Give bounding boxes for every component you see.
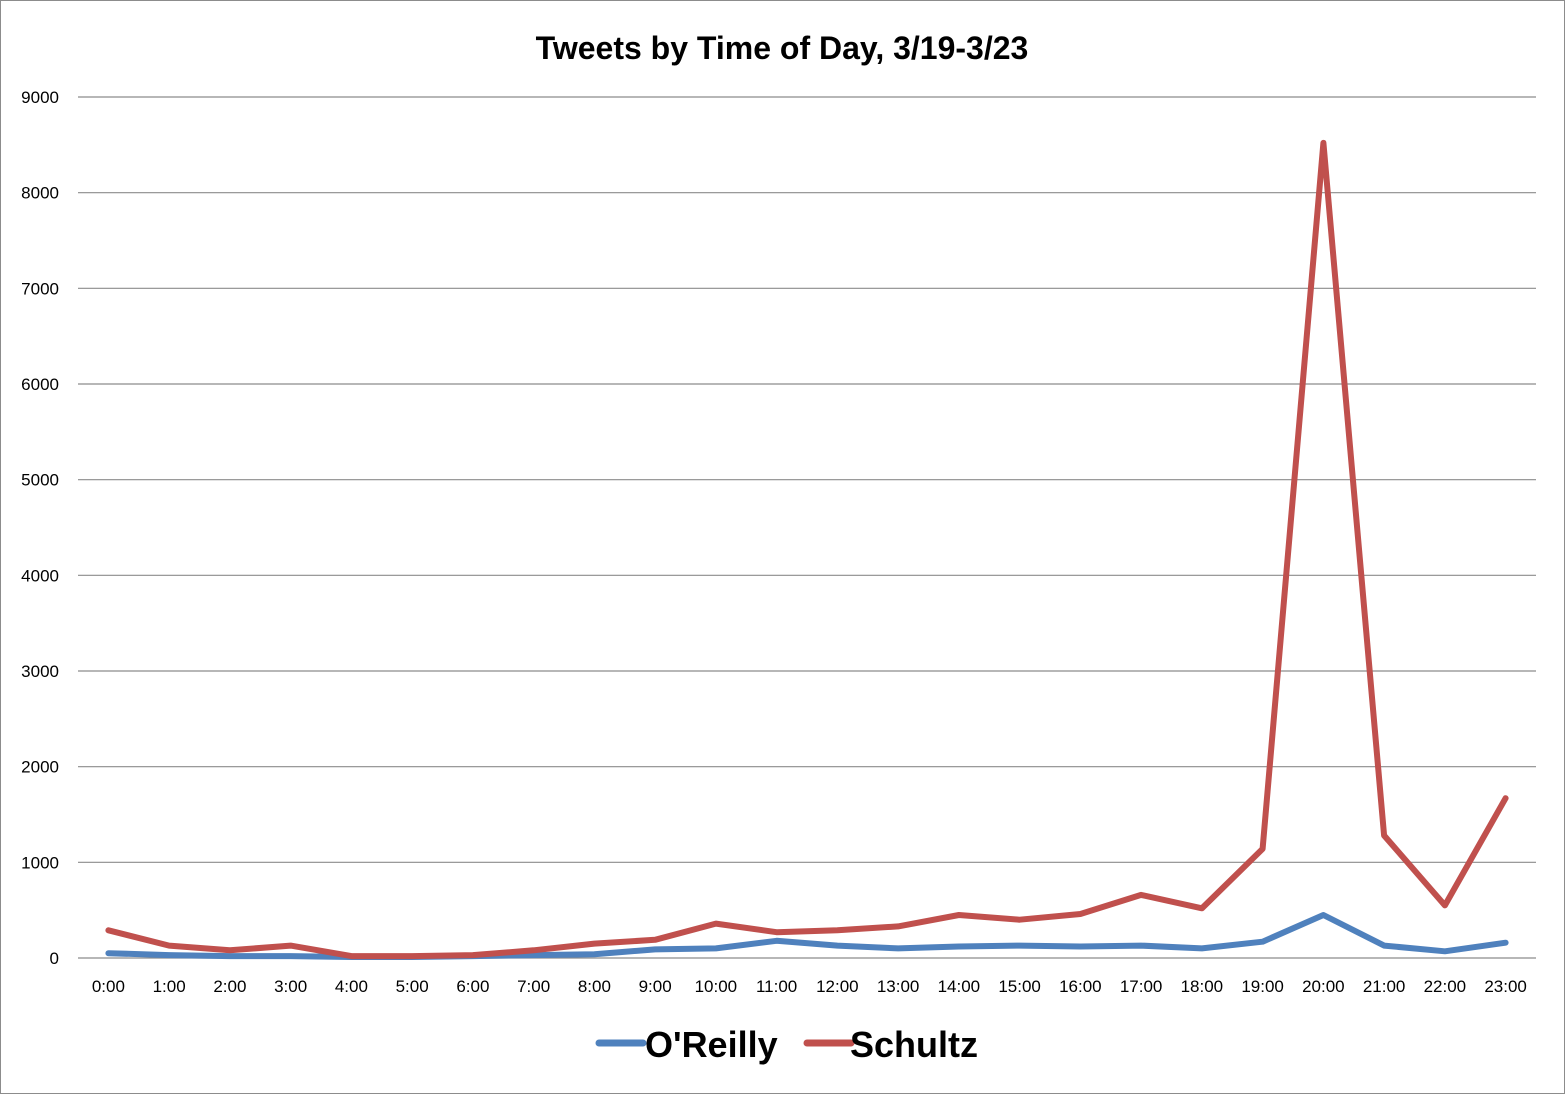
x-tick-label: 12:00 <box>816 977 859 996</box>
x-tick-label: 17:00 <box>1120 977 1163 996</box>
y-tick-label: 0 <box>50 949 59 968</box>
x-tick-label: 8:00 <box>578 977 611 996</box>
y-tick-label: 3000 <box>21 662 59 681</box>
x-tick-label: 19:00 <box>1241 977 1284 996</box>
legend-label: O'Reilly <box>645 1024 778 1065</box>
legend: O'Reilly Schultz <box>595 1024 978 1065</box>
x-tick-label: 6:00 <box>456 977 489 996</box>
y-tick-label: 7000 <box>21 279 59 298</box>
x-tick-label: 4:00 <box>335 977 368 996</box>
y-tick-label: 2000 <box>21 758 59 777</box>
y-tick-label: 8000 <box>21 184 59 203</box>
x-tick-label: 0:00 <box>92 977 125 996</box>
x-tick-label: 11:00 <box>756 977 797 996</box>
x-tick-label: 20:00 <box>1302 977 1345 996</box>
x-tick-label: 22:00 <box>1424 977 1467 996</box>
y-tick-label: 5000 <box>21 471 59 490</box>
x-tick-label: 3:00 <box>274 977 307 996</box>
x-tick-label: 14:00 <box>938 977 981 996</box>
x-tick-label: 18:00 <box>1181 977 1224 996</box>
x-tick-label: 7:00 <box>517 977 550 996</box>
y-tick-label: 1000 <box>21 853 59 872</box>
chart-title: Tweets by Time of Day, 3/19-3/23 <box>536 30 1029 66</box>
x-tick-label: 15:00 <box>998 977 1041 996</box>
gridlines <box>78 96 1536 959</box>
legend-label: Schultz <box>850 1024 978 1065</box>
y-tick-label: 4000 <box>21 566 59 585</box>
x-tick-label: 10:00 <box>695 977 738 996</box>
x-tick-label: 21:00 <box>1363 977 1406 996</box>
y-tick-label: 6000 <box>21 375 59 394</box>
x-tick-label: 9:00 <box>639 977 672 996</box>
x-tick-label: 1:00 <box>153 977 186 996</box>
x-tick-label: 5:00 <box>396 977 429 996</box>
y-tick-label: 9000 <box>21 88 59 107</box>
y-axis-ticks: 0 1000 2000 3000 4000 5000 6000 7000 8000 9000 <box>21 88 59 968</box>
x-axis-ticks: 0:00 1:00 2:00 3:00 4:00 5:00 6:00 7:00 8:00 9:00… <box>92 977 1527 996</box>
x-tick-label: 13:00 <box>877 977 920 996</box>
x-tick-label: 23:00 <box>1484 977 1527 996</box>
series-line-1 <box>105 139 1509 960</box>
x-tick-label: 16:00 <box>1059 977 1102 996</box>
series-lines <box>105 139 1509 960</box>
x-tick-label: 2:00 <box>213 977 246 996</box>
